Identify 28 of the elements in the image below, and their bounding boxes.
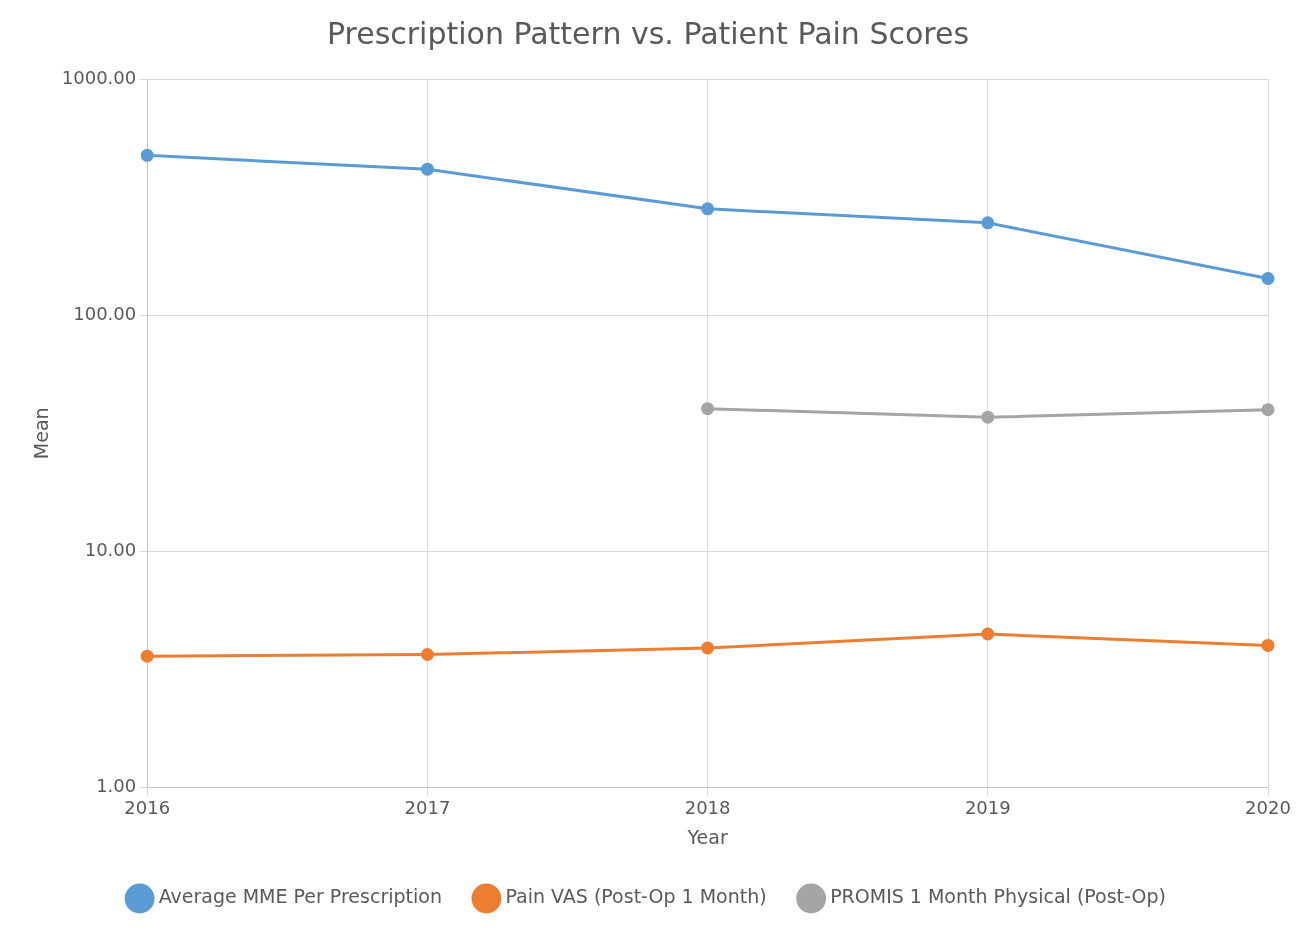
- point: [140, 649, 154, 663]
- chart-title: Prescription Pattern vs. Patient Pain Scores: [326, 15, 970, 51]
- point: [420, 162, 434, 176]
- point: [701, 641, 715, 655]
- x-tick-label: 2020: [1245, 797, 1291, 819]
- point: [1261, 403, 1275, 417]
- point: [140, 148, 154, 162]
- x-tick-label: 2016: [124, 797, 171, 819]
- x-tick-label: 2017: [404, 797, 451, 819]
- point: [1261, 638, 1275, 652]
- point: [420, 648, 434, 662]
- point: [701, 402, 715, 416]
- y-tick-label: 10.00: [84, 539, 137, 561]
- point: [1261, 272, 1275, 286]
- legend-label: Pain VAS (Post-Op 1 Month): [505, 885, 767, 908]
- point: [981, 627, 995, 641]
- x-axis-title: Year: [686, 825, 728, 848]
- x-tick-label: 2019: [964, 797, 1011, 819]
- y-axis-title: Mean: [30, 407, 53, 460]
- point: [701, 202, 715, 216]
- point: [981, 216, 995, 230]
- point: [981, 410, 995, 424]
- legend-label: Average MME Per Prescription: [158, 885, 442, 908]
- x-tick-label: 2018: [684, 797, 731, 819]
- y-tick-label: 1000.00: [61, 66, 137, 88]
- y-tick-label: 1.00: [96, 775, 137, 797]
- legend-label: PROMIS 1 Month Physical (Post-Op): [830, 885, 1166, 908]
- y-tick-label: 100.00: [73, 302, 137, 324]
